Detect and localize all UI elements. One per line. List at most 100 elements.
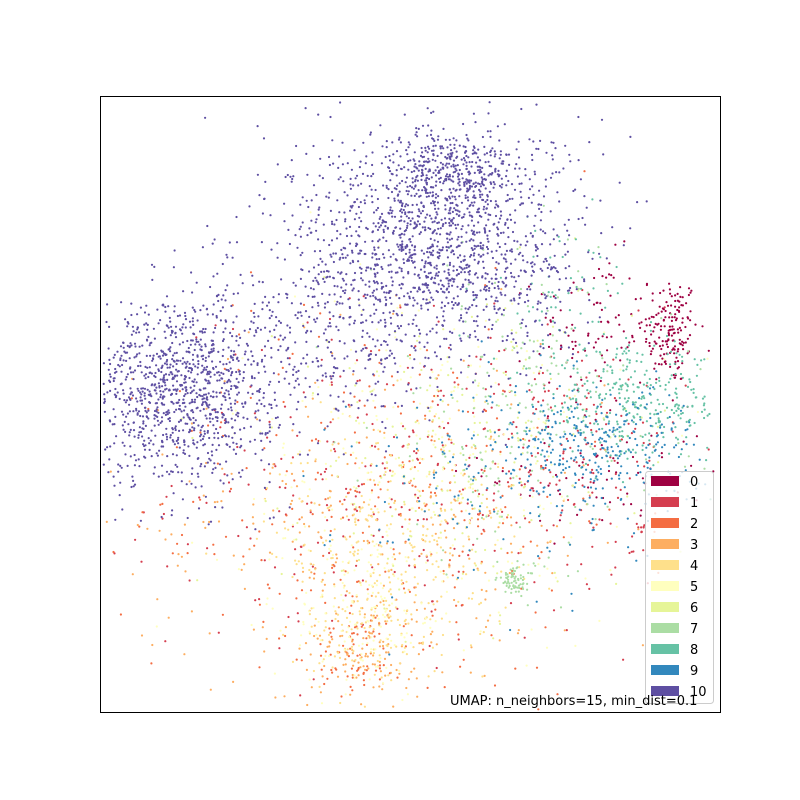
data-point bbox=[213, 432, 216, 435]
data-point bbox=[120, 466, 123, 469]
data-point bbox=[402, 532, 405, 535]
data-point bbox=[639, 415, 642, 419]
data-point bbox=[372, 686, 375, 689]
data-point bbox=[671, 430, 674, 433]
data-point bbox=[403, 609, 406, 612]
data-point bbox=[238, 373, 241, 376]
data-point bbox=[371, 566, 374, 569]
data-point bbox=[552, 295, 556, 298]
data-point bbox=[562, 420, 565, 423]
data-point bbox=[433, 670, 436, 673]
data-point bbox=[471, 507, 474, 510]
data-point bbox=[175, 362, 178, 366]
data-point bbox=[372, 630, 375, 633]
data-point bbox=[601, 357, 604, 360]
data-point bbox=[524, 466, 527, 469]
data-point bbox=[668, 316, 671, 319]
data-point bbox=[166, 358, 169, 362]
data-point bbox=[338, 500, 342, 503]
data-point bbox=[662, 436, 665, 439]
data-point bbox=[378, 552, 381, 555]
data-point bbox=[544, 626, 547, 629]
data-point bbox=[542, 490, 545, 493]
data-point bbox=[386, 534, 389, 537]
data-point bbox=[537, 438, 540, 441]
data-point bbox=[689, 319, 692, 322]
data-point bbox=[592, 504, 595, 507]
data-point bbox=[365, 155, 368, 158]
data-point bbox=[600, 376, 603, 379]
data-point bbox=[490, 516, 493, 519]
data-point bbox=[628, 551, 631, 555]
data-point bbox=[537, 505, 540, 509]
data-point bbox=[320, 702, 324, 705]
data-point bbox=[154, 383, 157, 386]
data-point bbox=[609, 294, 612, 297]
data-point bbox=[133, 453, 136, 457]
data-point bbox=[652, 330, 655, 333]
data-point bbox=[370, 515, 374, 518]
data-point bbox=[326, 558, 329, 561]
data-point bbox=[269, 380, 272, 383]
data-point bbox=[370, 614, 373, 617]
data-point bbox=[645, 324, 648, 327]
data-point bbox=[580, 420, 583, 424]
data-point bbox=[441, 436, 444, 439]
data-point bbox=[436, 213, 439, 216]
data-point bbox=[391, 284, 394, 287]
data-point bbox=[389, 546, 392, 550]
data-point bbox=[438, 514, 441, 517]
data-point bbox=[252, 321, 255, 324]
data-point bbox=[591, 433, 594, 436]
data-point bbox=[331, 443, 334, 446]
data-point bbox=[113, 484, 116, 487]
data-point bbox=[316, 471, 319, 474]
data-point bbox=[478, 421, 481, 424]
data-point bbox=[472, 475, 475, 478]
data-point bbox=[329, 504, 332, 507]
data-point bbox=[402, 475, 405, 478]
data-point bbox=[673, 362, 676, 365]
data-point bbox=[422, 622, 425, 625]
data-point bbox=[539, 342, 542, 346]
data-point bbox=[382, 682, 385, 685]
data-point bbox=[499, 231, 503, 235]
data-point bbox=[421, 489, 424, 492]
data-point bbox=[442, 572, 445, 575]
data-point bbox=[144, 444, 147, 447]
data-point bbox=[510, 562, 514, 565]
data-point bbox=[605, 276, 608, 279]
data-point bbox=[190, 339, 193, 342]
data-point bbox=[423, 607, 426, 610]
data-point bbox=[424, 417, 427, 420]
data-point bbox=[599, 256, 602, 259]
data-point bbox=[387, 643, 390, 646]
data-point bbox=[350, 544, 353, 547]
data-point bbox=[248, 548, 251, 551]
data-point bbox=[271, 466, 274, 469]
data-point bbox=[487, 394, 490, 398]
data-point bbox=[222, 482, 225, 485]
data-point bbox=[587, 249, 590, 252]
data-point bbox=[498, 622, 502, 626]
data-point bbox=[148, 366, 151, 369]
data-point bbox=[499, 291, 502, 294]
data-point bbox=[369, 350, 373, 353]
data-point bbox=[558, 240, 561, 243]
data-point bbox=[236, 356, 239, 359]
data-point bbox=[687, 287, 691, 290]
data-point bbox=[223, 473, 226, 476]
data-point bbox=[188, 579, 191, 582]
data-point bbox=[477, 384, 480, 387]
data-point bbox=[352, 260, 355, 264]
data-point bbox=[571, 389, 574, 392]
data-point bbox=[368, 525, 371, 528]
data-point bbox=[671, 399, 674, 402]
data-point bbox=[451, 222, 455, 225]
data-point bbox=[644, 318, 647, 321]
data-point bbox=[607, 469, 611, 473]
data-point bbox=[674, 403, 677, 406]
data-point bbox=[362, 665, 365, 668]
data-point bbox=[380, 676, 383, 679]
data-point bbox=[382, 664, 385, 667]
